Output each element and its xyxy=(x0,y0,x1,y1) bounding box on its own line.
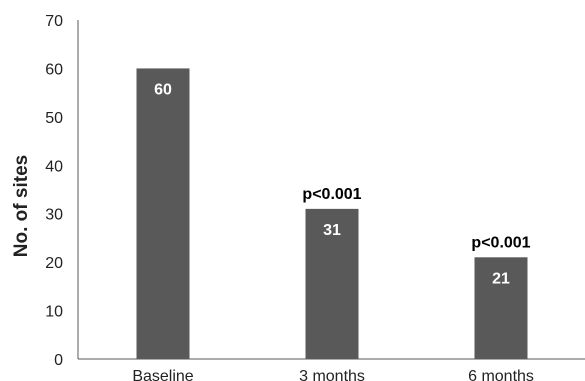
y-axis-ticks: 0 10 20 30 40 50 60 70 xyxy=(45,13,63,369)
significance-annotation: p<0.001 xyxy=(471,234,530,251)
bar-3-months xyxy=(305,208,359,359)
bar-value-label: 31 xyxy=(323,222,341,239)
bar-6-months xyxy=(474,257,528,359)
y-tick-label: 20 xyxy=(45,255,63,272)
annotations: p<0.001 p<0.001 xyxy=(302,186,530,251)
y-tick-label: 70 xyxy=(45,13,63,30)
bars xyxy=(136,68,528,359)
y-axis-title: No. of sites xyxy=(11,155,32,257)
bar-baseline xyxy=(136,68,190,359)
x-tick-label: Baseline xyxy=(132,368,193,381)
y-tick-label: 60 xyxy=(45,61,63,78)
x-tick-label: 3 months xyxy=(299,368,365,381)
bar-value-label: 60 xyxy=(154,81,172,98)
data-labels: 60 31 21 xyxy=(154,81,510,287)
x-axis-ticks: Baseline 3 months 6 months xyxy=(132,368,534,381)
x-tick-label: 6 months xyxy=(468,368,534,381)
significance-annotation: p<0.001 xyxy=(302,186,361,203)
bar-value-label: 21 xyxy=(492,270,510,287)
y-tick-label: 0 xyxy=(54,352,63,369)
y-tick-label: 30 xyxy=(45,207,63,224)
y-tick-label: 40 xyxy=(45,158,63,175)
y-tick-label: 10 xyxy=(45,304,63,321)
y-tick-label: 50 xyxy=(45,110,63,127)
